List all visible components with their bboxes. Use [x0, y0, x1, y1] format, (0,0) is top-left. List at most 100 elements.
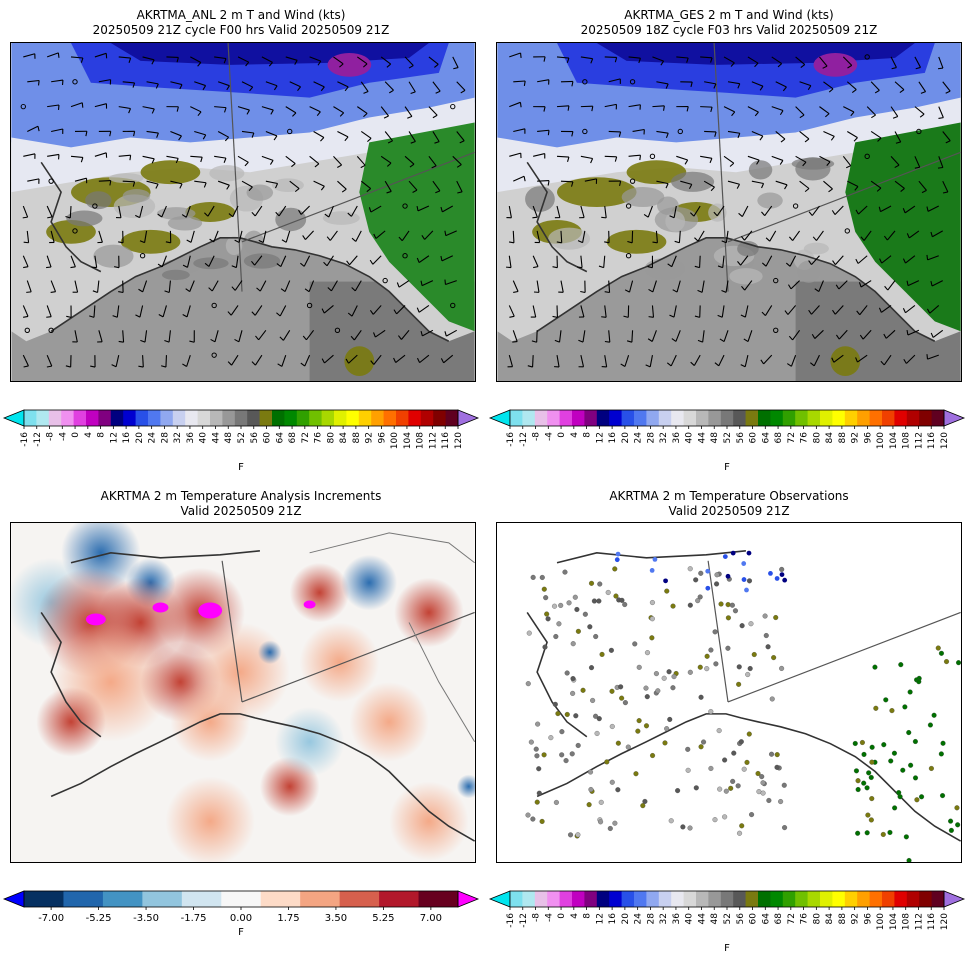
wind-barb [883, 329, 896, 339]
wind-barb [532, 255, 539, 269]
observation-point [782, 577, 788, 583]
wind-barb [787, 280, 800, 290]
wind-barb [604, 230, 610, 244]
wind-barb [578, 305, 585, 318]
colorbar-tick-label: 48 [710, 432, 720, 444]
temperature-colorbar-anl: -16 -12 -8 -4 0 4 8 12 16 20 24 28 32 36 40 44 48 52 56 60 6… [0, 405, 480, 475]
wind-barb [577, 230, 586, 244]
wind-barb [608, 78, 621, 84]
wind-barb [652, 230, 658, 244]
large-increment-spot [152, 602, 169, 613]
colorbar-segment [844, 891, 858, 907]
wind-barb [309, 106, 321, 116]
observation-point [559, 729, 565, 735]
wind-barb [721, 230, 729, 244]
colorbar-segment [148, 410, 161, 426]
wind-barb [140, 330, 148, 343]
wind-barb [878, 305, 892, 313]
wind-barb [350, 329, 362, 341]
observation-point [596, 716, 602, 722]
wind-barb [930, 280, 943, 287]
wind-barb [627, 230, 634, 244]
colorbar-segment [906, 410, 920, 426]
colorbar-segment [733, 410, 747, 426]
wind-barb [50, 280, 57, 293]
wind-barb [333, 106, 345, 117]
colorbar-tick-label: 64 [275, 432, 285, 444]
wind-barb [552, 305, 558, 318]
west-coastline [40, 161, 102, 273]
observation-point [765, 644, 771, 650]
observation-point [730, 778, 736, 784]
observation-point [705, 585, 711, 591]
observation-point [636, 664, 642, 670]
observation-point [671, 674, 677, 680]
wind-barb [819, 56, 828, 69]
observation-point [864, 785, 870, 791]
wind-barb [844, 228, 850, 234]
wind-barb [66, 305, 72, 318]
wind-barb [347, 205, 358, 217]
temperature-patch [748, 160, 773, 180]
observation-point [635, 728, 641, 734]
temperature-patch [757, 192, 783, 209]
observation-point [536, 790, 542, 796]
wind-barb [302, 230, 314, 240]
west-coastline [526, 161, 588, 273]
observation-point [693, 785, 699, 791]
wind-barb [276, 305, 287, 317]
colorbar-segment [795, 891, 809, 907]
observation-point [760, 780, 766, 786]
colorbar-tick-label: 36 [186, 432, 196, 444]
wind-barb [276, 255, 287, 268]
wind-barb [713, 205, 725, 217]
wind-barb [185, 280, 195, 293]
coastline [50, 237, 450, 342]
colorbar-tick-label: 40 [199, 432, 209, 444]
observation-point [644, 650, 651, 656]
observation-point [643, 723, 650, 729]
olive-temperature-patch [120, 229, 181, 254]
observation-point [544, 611, 550, 617]
temperature-patch [621, 187, 665, 208]
wind-barb [347, 305, 358, 317]
observation-point [725, 573, 731, 579]
wind-barb [771, 56, 783, 68]
wind-barb [285, 56, 298, 65]
observation-point [526, 630, 532, 636]
wind-barb [97, 330, 103, 343]
wind-barb [792, 203, 799, 209]
wind-barb [669, 205, 677, 219]
wind-barb [552, 255, 558, 269]
wind-barb [234, 230, 243, 243]
wind-barb [456, 180, 463, 194]
colorbar-tick-label: 96 [377, 432, 387, 444]
panel-title-line2: 20250509 21Z cycle F00 hrs Valid 2025050… [92, 23, 390, 37]
wind-barb [321, 354, 334, 364]
wind-barb [717, 255, 725, 269]
panel-title-increments: AKRTMA 2 m Temperature Analysis Incremen… [8, 489, 474, 519]
wind-barb [309, 155, 320, 168]
wind-barb [397, 329, 410, 340]
wind-barb [237, 56, 250, 67]
wind-barb [656, 130, 669, 139]
observation-point [649, 568, 655, 573]
observation-point [632, 641, 638, 647]
temperature-patch [275, 207, 307, 232]
observation-point [640, 803, 646, 809]
colorbar-segment [24, 891, 64, 907]
observation-point [670, 685, 676, 691]
wind-barb [118, 56, 132, 63]
observation-point [906, 730, 912, 736]
observation-point [533, 746, 539, 752]
wind-barb [337, 180, 347, 193]
wind-barb [578, 330, 586, 343]
colorbar-tick-label: 68 [774, 432, 784, 444]
colorbar-segment [857, 891, 871, 907]
colorbar-segment [160, 410, 174, 426]
wind-barb [323, 255, 334, 267]
colorbar-extend-high [457, 409, 480, 427]
colorbar-tick-label: 104 [889, 432, 899, 449]
wind-barb [70, 56, 84, 63]
wind-barb [135, 305, 144, 318]
